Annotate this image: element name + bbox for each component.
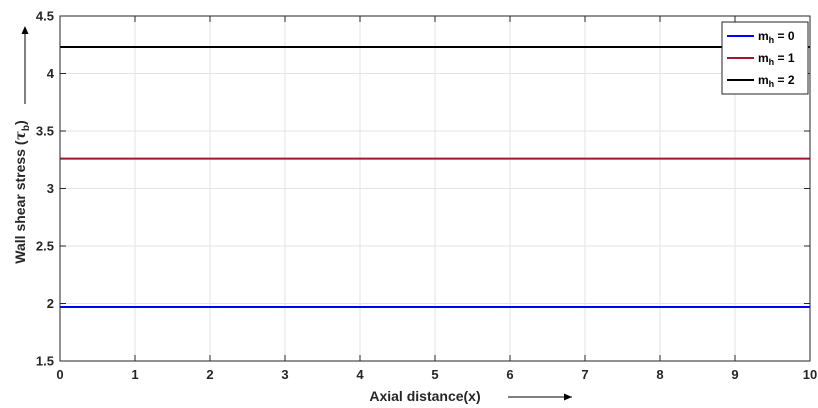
x-arrow-head: [564, 393, 572, 401]
x-axis-arrow-icon: [508, 393, 572, 401]
y-axis-label: Wall shear stress (τb): [12, 120, 32, 263]
y-tick-label: 1.5: [36, 354, 54, 369]
y-tick-label: 2: [47, 296, 54, 311]
legend-entry-sub: h: [769, 79, 775, 89]
legend-entry-1: mh = 1: [758, 51, 795, 67]
legend-entry-name: m: [758, 29, 769, 43]
series-lines: [60, 46, 810, 308]
legend-entry-suffix: = 1: [774, 51, 795, 65]
y-tick-label: 4.5: [36, 9, 54, 24]
x-axis-label: Axial distance(x): [369, 388, 480, 404]
x-tick-label: 4: [356, 367, 364, 382]
y-axis-label-group: Wall shear stress (τb): [12, 26, 32, 264]
grid-lines: [59, 15, 811, 362]
x-tick-label: 3: [281, 367, 288, 382]
y-axis-arrow-icon: [21, 26, 29, 104]
x-tick-label: 6: [506, 367, 513, 382]
x-tick-label: 0: [56, 367, 63, 382]
legend-entry-suffix: = 0: [774, 29, 795, 43]
legend-entry-sub: h: [769, 35, 775, 45]
x-tick-label: 10: [803, 367, 817, 382]
y-axis-label-close: ): [12, 120, 28, 125]
x-tick-label: 7: [581, 367, 588, 382]
legend-entry-name: m: [758, 73, 769, 87]
legend-entry-name: m: [758, 51, 769, 65]
legend-entry-sub: h: [769, 57, 775, 67]
y-tick-label: 2.5: [36, 239, 54, 254]
x-tick-label: 1: [131, 367, 138, 382]
x-tick-label: 2: [206, 367, 213, 382]
legend-entry-0: mh = 0: [758, 29, 795, 45]
y-axis-label-main: Wall shear stress (: [12, 140, 28, 264]
y-axis-label-tau: τ: [13, 130, 29, 140]
y-tick-label: 3.5: [36, 124, 54, 139]
x-tick-label: 8: [656, 367, 663, 382]
x-tick-label: 5: [431, 367, 438, 382]
y-tick-label: 3: [47, 181, 54, 196]
legend-entry-2: mh = 2: [758, 73, 795, 89]
x-axis-label-group: Axial distance(x): [369, 388, 572, 404]
legend: mh = 0mh = 1mh = 2: [721, 21, 809, 95]
x-tick-label: 9: [731, 367, 738, 382]
y-arrow-head: [21, 26, 29, 34]
y-axis-label-sub: b: [21, 125, 32, 131]
legend-entry-suffix: = 2: [774, 73, 795, 87]
axis-ticks: 0 1 2 3 4 5 6 7 8 9 10 1.5 2 2.5 3 3.5 4 4.5: [36, 9, 817, 383]
y-tick-label: 4: [47, 66, 55, 81]
